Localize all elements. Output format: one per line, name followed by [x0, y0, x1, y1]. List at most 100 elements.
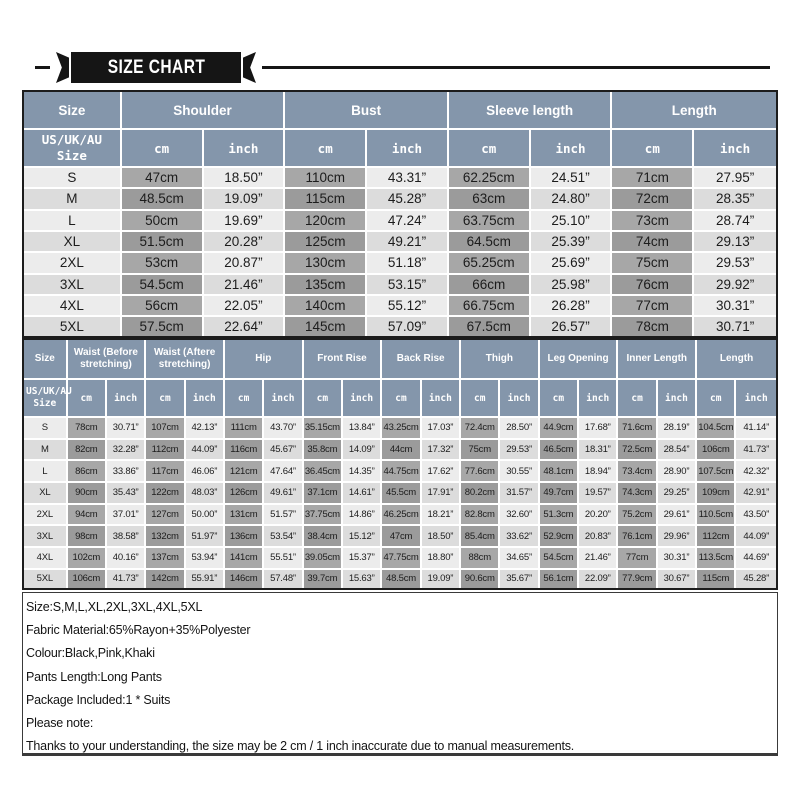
size-row: 5XL 106cm 41.73” 142cm 55.91” 146cm 57.48” 39.7…	[24, 569, 776, 588]
measurement-cell: 14.09”	[343, 439, 383, 462]
measurement-cell: 33.62”	[500, 526, 540, 548]
measurement-cell: 57.48”	[264, 569, 304, 588]
measurement-cell: 19.57”	[579, 482, 619, 505]
measurement-cell: 20.87”	[203, 253, 286, 275]
inch-header: inch	[367, 130, 449, 168]
unit-header-row: US/UK/AU Size cm inch cm inch cm inch cm inch cm i…	[24, 380, 776, 418]
measurement-cell: 15.37”	[343, 547, 383, 570]
measurement-cell: 39.05cm	[303, 547, 344, 570]
measurement-cell: 44.69”	[736, 547, 776, 570]
banner-rule	[262, 66, 770, 69]
inch-header: inch	[106, 380, 147, 418]
measurement-cell: 47.75cm	[382, 547, 422, 570]
col-group: Inner Length	[618, 340, 698, 380]
cm-header: cm	[697, 380, 737, 418]
size-label-cell: 2XL	[24, 504, 68, 527]
measurement-cell: 18.94”	[579, 461, 619, 483]
measurement-cell: 116cm	[224, 439, 265, 462]
measurement-cell: 47.24”	[367, 210, 449, 232]
inch-header: inch	[736, 380, 776, 418]
measurement-cell: 115cm	[285, 189, 368, 211]
measurement-cell: 141cm	[224, 547, 265, 570]
measurement-cell: 48.03”	[185, 482, 225, 505]
size-label-cell: M	[24, 439, 68, 462]
measurement-cell: 106cm	[67, 569, 107, 588]
col-group: Thigh	[461, 340, 540, 380]
inch-header: inch	[264, 380, 304, 418]
inch-header: inch	[343, 380, 383, 418]
size-label-cell: 5XL	[24, 569, 68, 588]
measurement-cell: 78cm	[612, 317, 695, 336]
size-label-cell: S	[24, 168, 122, 190]
size-row: M 48.5cm 19.09” 115cm 45.28” 63cm 24.80” 72cm 28…	[24, 189, 776, 211]
col-group: Hip	[224, 340, 304, 380]
measurement-cell: 17.32”	[421, 439, 462, 462]
measurement-cell: 53.94”	[185, 547, 225, 570]
measurement-cell: 35.43”	[106, 482, 147, 505]
cm-header: cm	[121, 130, 204, 168]
note-line-package: Package Included:1 * Suits	[26, 692, 171, 707]
measurement-cell: 45.5cm	[382, 482, 422, 505]
inch-header: inch	[421, 380, 462, 418]
measurement-cell: 90cm	[67, 482, 107, 505]
size-chart-banner: SIZE CHART	[0, 52, 800, 83]
measurement-cell: 62.25cm	[448, 168, 531, 190]
pants-size-table: Size Waist (Before stretching) Waist (Afte…	[22, 338, 778, 590]
product-notes: Size:S,M,L,XL,2XL,3XL,4XL,5XL Fabric Mat…	[22, 592, 778, 756]
measurement-cell: 27.95”	[694, 168, 776, 190]
size-label-cell: 2XL	[24, 253, 122, 275]
measurement-cell: 122cm	[146, 482, 186, 505]
cm-header: cm	[67, 380, 107, 418]
measurement-cell: 51.5cm	[121, 231, 204, 254]
measurement-cell: 112cm	[146, 439, 186, 462]
measurement-cell: 51.57”	[264, 504, 304, 527]
measurement-cell: 38.58”	[106, 526, 147, 548]
measurement-cell: 25.10”	[530, 210, 613, 232]
measurement-cell: 24.51”	[530, 168, 613, 190]
measurement-cell: 65.25cm	[448, 253, 531, 275]
measurement-cell: 48.1cm	[539, 461, 580, 483]
measurement-cell: 20.28”	[203, 231, 286, 254]
measurement-cell: 30.71”	[106, 418, 147, 440]
measurement-cell: 44.75cm	[382, 461, 422, 483]
measurement-cell: 63cm	[448, 189, 531, 211]
measurement-cell: 15.12”	[343, 526, 383, 548]
measurement-cell: 17.91”	[421, 482, 462, 505]
size-label-cell: M	[24, 189, 122, 211]
measurement-cell: 37.1cm	[303, 482, 344, 505]
col-group: Bust	[285, 92, 449, 130]
measurement-cell: 135cm	[285, 274, 368, 296]
measurement-cell: 49.21”	[367, 231, 449, 254]
measurement-cell: 146cm	[224, 569, 265, 588]
measurement-cell: 15.63”	[343, 569, 383, 588]
size-label-cell: L	[24, 210, 122, 232]
measurement-cell: 88cm	[461, 547, 501, 570]
measurement-cell: 25.98”	[530, 274, 613, 296]
measurement-cell: 49.61”	[264, 482, 304, 505]
measurement-cell: 67.5cm	[448, 317, 531, 336]
measurement-cell: 18.31”	[579, 439, 619, 462]
measurement-cell: 14.61”	[343, 482, 383, 505]
measurement-cell: 38.4cm	[303, 526, 344, 548]
cm-header: cm	[461, 380, 501, 418]
measurement-cell: 21.46”	[579, 547, 619, 570]
measurement-cell: 56.1cm	[539, 569, 580, 588]
cm-header: cm	[539, 380, 580, 418]
col-group: Waist (Aftere stretching)	[146, 340, 225, 380]
measurement-cell: 110.5cm	[697, 504, 737, 527]
measurement-cell: 50cm	[121, 210, 204, 232]
measurement-cell: 77cm	[612, 295, 695, 318]
measurement-cell: 77.9cm	[618, 569, 658, 588]
measurement-cell: 80.2cm	[461, 482, 501, 505]
col-group-size: Size	[24, 92, 122, 130]
measurement-cell: 53.54”	[264, 526, 304, 548]
measurement-cell: 19.09”	[421, 569, 462, 588]
measurement-cell: 42.91”	[736, 482, 776, 505]
note-line-colour: Colour:Black,Pink,Khaki	[26, 646, 155, 661]
measurement-cell: 28.50”	[500, 418, 540, 440]
measurement-cell: 29.96”	[657, 526, 698, 548]
measurement-cell: 28.90”	[657, 461, 698, 483]
measurement-cell: 54.5cm	[539, 547, 580, 570]
inch-header: inch	[657, 380, 698, 418]
size-row: 5XL 57.5cm 22.64” 145cm 57.09” 67.5cm 26.57” 78…	[24, 317, 776, 336]
